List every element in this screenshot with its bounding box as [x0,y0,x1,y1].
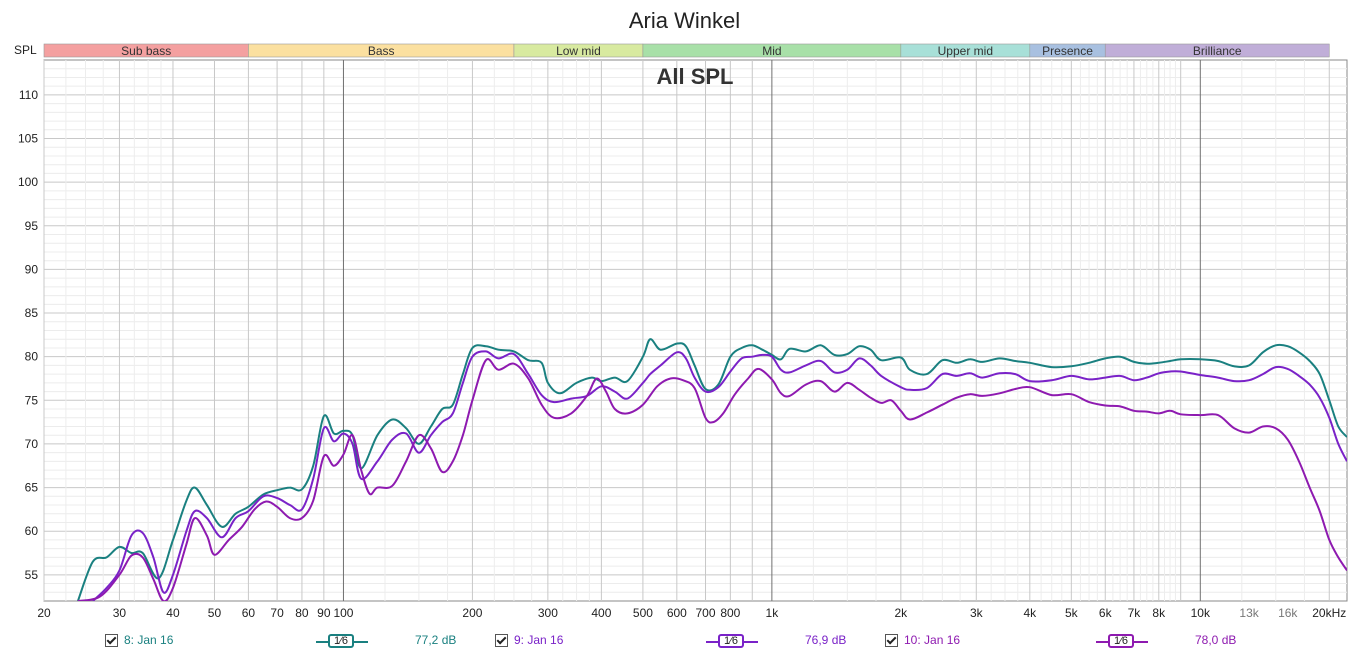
x-tick-100: 100 [333,606,353,620]
x-ticks: 20 30 40 50 60 70 80 90 100 200 300 400 500 600 700 800… [37,606,1346,620]
legend-level-8: 77,2 dB [415,633,457,647]
legend-checkbox-8[interactable] [105,633,118,647]
legend-label-8: 8: Jan 16 [124,633,174,647]
y-tick-80: 80 [25,350,39,364]
band-label-2: Low mid [556,44,601,58]
x-tick-30: 30 [113,606,127,620]
smoothing-value-9: 1⁄6 [718,634,744,648]
x-tick-5k: 5k [1065,606,1079,620]
x-tick-6k: 6k [1099,606,1113,620]
smoothing-value-10: 1⁄6 [1108,634,1134,648]
x-tick-3k: 3k [970,606,984,620]
band-label-0: Sub bass [121,44,171,58]
x-tick-8k: 8k [1152,606,1166,620]
band-label-5: Presence [1042,44,1093,58]
x-tick-7k: 7k [1128,606,1142,620]
legend-smoothing-8[interactable]: 1⁄6 [316,634,368,648]
y-tick-95: 95 [25,219,39,233]
x-tick-300: 300 [538,606,558,620]
y-tick-85: 85 [25,306,39,320]
legend-label-10: 10: Jan 16 [904,633,961,647]
band-label-6: Brilliance [1193,44,1242,58]
frequency-bands: Sub bass Bass Low mid Mid Upper mid Presence B… [43,43,1330,58]
y-tick-90: 90 [25,262,39,276]
chart-svg: Sub bass Bass Low mid Mid Upper mid Presence B… [14,43,1348,620]
x-tick-20: 20 [37,606,51,620]
series-line-9 [92,350,1347,601]
x-tick-13k: 13k [1239,606,1259,620]
y-tick-65: 65 [25,481,39,495]
legend-item-10[interactable]: 10: Jan 16 [885,633,960,647]
x-tick-90: 90 [317,606,331,620]
y-tick-100: 100 [18,175,38,189]
y-tick-60: 60 [25,524,39,538]
series-line-10 [77,358,1347,601]
x-tick-700: 700 [695,606,715,620]
y-tick-55: 55 [25,568,39,582]
chart-title: Aria Winkel [628,8,741,33]
x-tick-70: 70 [270,606,284,620]
y-tick-70: 70 [25,437,39,451]
smoothing-value-8: 1⁄6 [328,634,354,648]
legend-level-9: 76,9 dB [805,633,847,647]
grid [43,60,1347,601]
band-6 [1104,43,1330,58]
band-label-4: Upper mid [938,44,993,58]
x-tick-800: 800 [720,606,740,620]
legend-item-8[interactable]: 8: Jan 16 [105,633,173,647]
band-label-3: Mid [762,44,781,58]
y-tick-75: 75 [25,393,39,407]
legend-smoothing-9[interactable]: 1⁄6 [706,634,758,648]
x-tick-200: 200 [462,606,482,620]
legend-smoothing-10[interactable]: 1⁄6 [1096,634,1148,648]
legend-checkbox-10[interactable] [885,633,898,647]
legend-checkbox-9[interactable] [495,633,508,647]
x-tick-1k: 1k [766,606,780,620]
band-label-1: Bass [368,44,395,58]
x-tick-60: 60 [242,606,256,620]
y-tick-110: 110 [19,88,38,102]
y-axis-label: SPL [14,43,37,57]
series-line-8 [76,338,1347,601]
y-ticks: 55 60 65 70 75 80 85 90 95 100 105 110 [18,88,38,582]
legend: 8: Jan 16 1⁄6 77,2 dB 9: Jan 16 1⁄6 76,9… [0,633,1369,655]
x-tick-400: 400 [591,606,611,620]
x-tick-40: 40 [166,606,180,620]
series-group [76,338,1347,601]
legend-level-10: 78,0 dB [1195,633,1237,647]
x-tick-20kHz: 20kHz [1312,606,1346,620]
x-tick-4k: 4k [1023,606,1037,620]
legend-label-9: 9: Jan 16 [514,633,564,647]
plot-label: All SPL [656,64,733,89]
x-tick-10k: 10k [1191,606,1211,620]
legend-item-9[interactable]: 9: Jan 16 [495,633,563,647]
x-tick-2k: 2k [895,606,909,620]
x-tick-50: 50 [208,606,222,620]
x-tick-16k: 16k [1278,606,1298,620]
x-tick-500: 500 [633,606,653,620]
y-tick-105: 105 [18,132,38,146]
x-tick-80: 80 [295,606,309,620]
x-tick-600: 600 [667,606,687,620]
